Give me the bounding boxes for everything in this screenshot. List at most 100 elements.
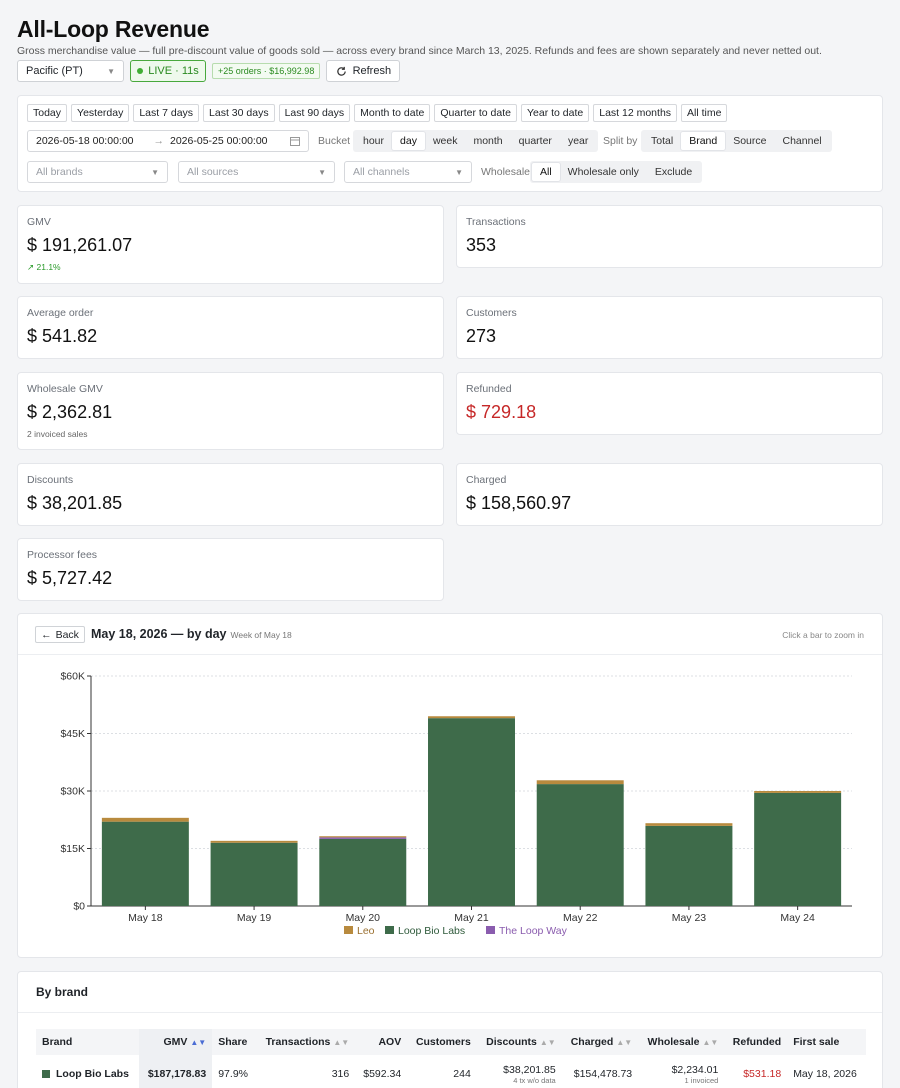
cell-wholesale: $2,234.01 1 invoiced: [638, 1055, 724, 1088]
bar-leo[interactable]: [101, 817, 189, 822]
bar-leo[interactable]: [210, 840, 298, 843]
legend-label: The Loop Way: [499, 925, 568, 937]
preset-yesterday-button[interactable]: Yesterday: [71, 104, 130, 122]
preset-quarter-to-date-button[interactable]: Quarter to date: [434, 104, 517, 122]
brands-select[interactable]: All brands ▼: [27, 161, 168, 183]
live-label: LIVE · 11s: [148, 65, 199, 77]
discounts-value: 38,201.85: [42, 493, 123, 513]
x-tick-label: May 24: [780, 912, 815, 924]
bucket-year-option[interactable]: year: [567, 135, 589, 147]
cell-share: 97.9%: [218, 1068, 248, 1080]
sort-icon: ▲▼: [616, 1038, 633, 1047]
bar-leo[interactable]: [754, 791, 842, 793]
bucket-hour-option[interactable]: hour: [363, 135, 385, 147]
bar-loop-bio-labs[interactable]: [428, 718, 515, 906]
bar-loop-bio-labs[interactable]: [754, 792, 842, 906]
preset-last-90-days-button[interactable]: Last 90 days: [278, 104, 351, 122]
x-tick-label: May 23: [672, 912, 707, 924]
stat-average-order: Average order $ 541.82: [17, 296, 444, 359]
back-button[interactable]: ← Back: [35, 626, 85, 643]
split-brand-option[interactable]: Brand: [681, 132, 726, 150]
page-title: All-Loop Revenue: [17, 16, 210, 42]
processor-fees-value: 5,727.42: [42, 568, 113, 588]
wholesale-exclude-option[interactable]: Exclude: [654, 166, 693, 178]
col-aov[interactable]: AOV: [355, 1029, 408, 1055]
channels-select[interactable]: All channels ▼: [344, 161, 472, 183]
bar-loop-bio-labs[interactable]: [319, 838, 407, 906]
col-wholesale[interactable]: Wholesale ▲▼: [638, 1029, 725, 1055]
page-subtitle: Gross merchandise value — full pre-disco…: [17, 45, 822, 57]
bar-the-loop-way[interactable]: [319, 837, 407, 839]
col-share[interactable]: Share: [212, 1029, 256, 1055]
chevron-down-icon: ▼: [455, 167, 463, 177]
x-tick-label: May 18: [128, 912, 163, 924]
table-row[interactable]: Loop Bio Labs $187,178.83 97.9% 316 $592…: [36, 1055, 866, 1088]
bar-leo[interactable]: [319, 836, 407, 838]
preset-all-time-button[interactable]: All time: [681, 104, 728, 122]
col-discounts[interactable]: Discounts ▲▼: [476, 1029, 562, 1055]
col-first-sale[interactable]: First sale: [787, 1029, 866, 1055]
split-toggle: Total Brand Source Channel: [641, 130, 832, 152]
bucket-week-option[interactable]: week: [432, 135, 458, 147]
split-channel-option[interactable]: Channel: [782, 135, 822, 147]
sources-placeholder: All sources: [187, 166, 239, 178]
header-controls: Pacific (PT) ▼ LIVE · 11s +25 orders · $…: [17, 60, 401, 82]
bucket-quarter-option[interactable]: quarter: [518, 135, 552, 147]
trend-up-icon: ↗: [27, 262, 35, 272]
col-gmv[interactable]: GMV ▲▼: [138, 1029, 213, 1055]
cell-gmv: $187,178.83: [138, 1055, 213, 1088]
preset-last-30-days-button[interactable]: Last 30 days: [203, 104, 275, 122]
date-range-input[interactable]: 2026-05-18 00:00:00 → 2026-05-25 00:00:0…: [27, 130, 309, 152]
stat-value: $ 158,560.97: [466, 493, 571, 514]
preset-month-to-date-button[interactable]: Month to date: [354, 104, 431, 122]
cell-first-sale: May 18, 2026: [793, 1068, 857, 1080]
refresh-button[interactable]: Refresh: [326, 60, 401, 82]
refresh-icon: [336, 66, 346, 76]
stat-wholesale-gmv: Wholesale GMV $ 2,362.81 2 invoiced sale…: [17, 372, 444, 450]
discounts-note: 4 tx w/o data: [513, 1075, 556, 1085]
sources-select[interactable]: All sources ▼: [178, 161, 335, 183]
col-transactions[interactable]: Transactions ▲▼: [255, 1029, 356, 1055]
currency-symbol: $: [27, 568, 38, 588]
preset-last-7-days-button[interactable]: Last 7 days: [133, 104, 200, 122]
new-orders-badge[interactable]: +25 orders · $16,992.98: [212, 63, 321, 79]
live-indicator[interactable]: LIVE · 11s: [130, 60, 206, 82]
legend-label: Leo: [357, 925, 375, 937]
brand-name: Loop Bio Labs: [56, 1068, 129, 1080]
preset-year-to-date-button[interactable]: Year to date: [520, 104, 590, 122]
bar-loop-bio-labs[interactable]: [536, 784, 624, 906]
split-total-option[interactable]: Total: [651, 135, 674, 147]
chart-title-text: May 18, 2026 — by day: [91, 627, 227, 641]
bucket-day-option[interactable]: day: [392, 132, 425, 150]
y-tick-label: $60K: [60, 671, 85, 683]
preset-last-12-months-button[interactable]: Last 12 months: [593, 104, 678, 122]
stat-value: $ 38,201.85: [27, 493, 122, 514]
date-from: 2026-05-18 00:00:00: [36, 135, 134, 147]
gmv-change: ↗ 21.1%: [27, 262, 61, 273]
col-brand[interactable]: Brand: [36, 1029, 139, 1055]
stat-value: $ 2,362.81: [27, 402, 112, 423]
transactions-value: 353: [466, 235, 497, 255]
currency-symbol: $: [27, 235, 38, 255]
col-wholesale-label: Wholesale: [647, 1036, 700, 1048]
bar-leo[interactable]: [536, 780, 624, 785]
col-customers[interactable]: Customers: [407, 1029, 477, 1055]
bar-leo[interactable]: [428, 716, 515, 719]
stat-gmv: GMV $ 191,261.07 ↗ 21.1%: [17, 205, 444, 284]
bar-leo[interactable]: [645, 823, 733, 826]
stat-label: Processor fees: [27, 549, 98, 561]
bar-loop-bio-labs[interactable]: [645, 825, 733, 906]
stat-customers: Customers 273: [456, 296, 883, 359]
bucket-month-option[interactable]: month: [473, 135, 503, 147]
split-source-option[interactable]: Source: [733, 135, 767, 147]
wholesale-wholesale-only-option[interactable]: Wholesale only: [567, 166, 639, 178]
chevron-down-icon: ▼: [318, 167, 326, 177]
wholesale-all-option[interactable]: All: [532, 163, 560, 181]
bar-loop-bio-labs[interactable]: [101, 821, 189, 906]
preset-today-button[interactable]: Today: [27, 104, 68, 122]
bar-loop-bio-labs[interactable]: [210, 842, 298, 906]
col-refunded[interactable]: Refunded: [724, 1029, 788, 1055]
col-charged[interactable]: Charged ▲▼: [561, 1029, 639, 1055]
timezone-select[interactable]: Pacific (PT) ▼: [17, 60, 124, 82]
date-to: 2026-05-25 00:00:00: [170, 135, 268, 147]
